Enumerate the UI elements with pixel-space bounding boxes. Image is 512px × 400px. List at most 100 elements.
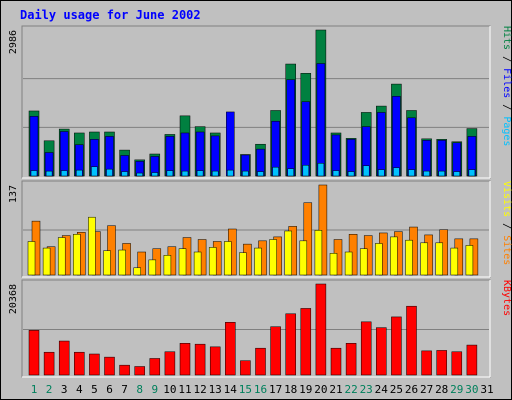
bar-files [286, 79, 295, 177]
bar-visits [420, 242, 428, 276]
bar-kbytes [315, 283, 327, 376]
bar-kbytes [209, 346, 221, 376]
bar-pages [423, 170, 430, 177]
bar-sites [107, 225, 116, 276]
bar-pages [287, 168, 294, 177]
bar-visits [73, 234, 81, 276]
bar-files [437, 140, 446, 177]
bar-visits [148, 259, 157, 276]
bar-files [226, 111, 235, 177]
bar-pages [106, 168, 113, 177]
bar-visits [465, 245, 474, 276]
bar-visits [133, 267, 141, 276]
bar-files [59, 131, 69, 177]
day-label: 2 [46, 383, 53, 396]
bar-pages [242, 170, 249, 177]
legend-entry: Visits [501, 181, 512, 217]
day-label: 28 [435, 383, 448, 396]
day-label: 30 [465, 383, 478, 396]
bar-kbytes [74, 351, 85, 376]
bar-files [195, 131, 205, 177]
day-label: 15 [239, 383, 252, 396]
bar-pages [347, 171, 355, 177]
y-max-label: 20368 [8, 284, 19, 314]
bar-files [301, 101, 311, 177]
day-label: 24 [375, 383, 389, 396]
bar-kbytes [330, 347, 342, 376]
bar-kbytes [406, 305, 417, 376]
bar-pages [438, 170, 445, 177]
bar-visits [329, 253, 338, 276]
bar-pages [393, 167, 400, 177]
legend-entry: Hits [501, 26, 512, 50]
bar-visits [254, 247, 262, 276]
day-label: 17 [269, 383, 282, 396]
day-label: 4 [76, 383, 83, 396]
day-label: 20 [314, 383, 327, 396]
day-label: 22 [344, 383, 357, 396]
bar-kbytes [149, 358, 161, 376]
day-label: 11 [178, 383, 191, 396]
panel-legend: KBytes [501, 280, 512, 316]
chart-panels: 2986 Hits / Files / Pages 137 Visits / Site… [8, 25, 512, 378]
bar-visits [193, 251, 202, 276]
day-label: 8 [136, 383, 143, 396]
bar-files [422, 140, 431, 177]
bar-pages [408, 169, 415, 177]
legend-entry: / [501, 217, 512, 235]
bar-visits [118, 249, 126, 276]
legend-entry: / [501, 98, 512, 116]
bar-kbytes [119, 364, 130, 376]
day-label: 21 [329, 383, 342, 396]
panel-legend: Visits / Sites [501, 181, 512, 265]
bar-visits [344, 251, 353, 276]
legend-entry: Pages [501, 116, 512, 146]
bar-visits [450, 247, 459, 276]
bar-kbytes [194, 343, 206, 376]
bar-pages [136, 172, 143, 177]
day-label: 26 [405, 383, 418, 396]
bar-visits [57, 237, 66, 276]
bar-kbytes [285, 313, 296, 376]
panel-hits_files_pages: 2986 Hits / Files / Pages [8, 25, 512, 179]
bar-visits [299, 240, 308, 276]
y-max-label: 137 [8, 185, 19, 203]
bar-visits [390, 236, 398, 276]
bar-visits [163, 255, 172, 276]
bar-pages [211, 170, 219, 177]
day-label: 9 [151, 383, 158, 396]
bar-kbytes [134, 366, 145, 376]
bar-kbytes [345, 343, 357, 376]
day-label: 13 [209, 383, 222, 396]
bar-pages [166, 170, 174, 177]
bar-kbytes [436, 350, 447, 376]
bar-kbytes [300, 308, 312, 376]
bar-pages [453, 171, 461, 177]
bar-sites [318, 184, 328, 276]
bar-kbytes [466, 344, 478, 376]
bar-visits [375, 243, 383, 276]
bar-visits [435, 242, 443, 276]
bar-pages [45, 170, 53, 177]
bar-pages [121, 171, 128, 177]
bar-visits [284, 230, 292, 276]
day-axis-labels: 1 2 3 4 5 6 7 8 9 10 11 12 13 14 15 16 17 18 19 20 21 22 23 24 2… [31, 383, 494, 396]
bar-sites [137, 251, 146, 276]
day-label: 19 [299, 383, 312, 396]
legend-entry: / [501, 50, 512, 68]
bar-visits [239, 252, 247, 276]
bar-kbytes [28, 330, 40, 376]
day-label: 5 [91, 383, 98, 396]
bar-kbytes [376, 327, 387, 376]
bar-visits [103, 250, 111, 276]
bar-pages [227, 169, 234, 177]
bar-kbytes [164, 351, 176, 376]
bar-kbytes [240, 360, 251, 376]
bar-files [452, 142, 462, 177]
legend-entry: KBytes [501, 280, 512, 316]
bar-pages [196, 170, 204, 177]
panel-legend: Hits / Files / Pages [501, 26, 512, 146]
bar-pages [362, 165, 370, 177]
